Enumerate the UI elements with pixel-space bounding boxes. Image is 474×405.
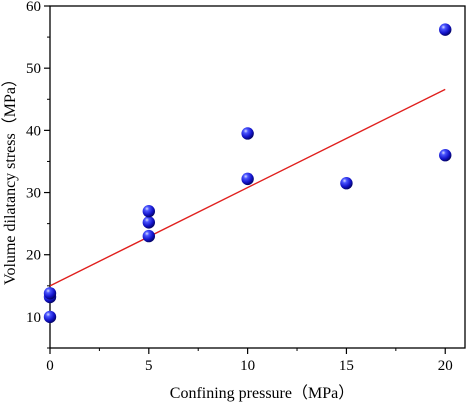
- data-point: [43, 287, 57, 300]
- data-point: [241, 127, 254, 140]
- y-tick-label: 20: [26, 248, 41, 264]
- y-tick-label: 50: [26, 61, 41, 77]
- fit-line: [49, 88, 446, 287]
- data-point: [241, 172, 254, 186]
- data-point: [439, 23, 452, 36]
- x-tick-label: 20: [438, 358, 453, 374]
- x-tick-label: 0: [46, 358, 54, 374]
- y-tick-label: 10: [26, 310, 41, 326]
- data-point: [439, 149, 452, 162]
- y-tick-label: 40: [26, 123, 41, 139]
- x-tick-label: 5: [145, 358, 153, 374]
- x-tick-label: 10: [240, 358, 255, 374]
- y-tick-label: 60: [26, 0, 41, 15]
- y-tick-label: 30: [26, 186, 41, 202]
- data-point: [43, 310, 57, 324]
- y-axis-title: Volume dilatancy stress（MPa）: [1, 71, 19, 285]
- data-point: [142, 216, 156, 229]
- data-point: [340, 177, 353, 190]
- data-point: [142, 205, 156, 218]
- x-axis-title: Confining pressure（MPa）: [170, 384, 354, 402]
- data-point: [142, 229, 156, 243]
- plot-frame: [49, 5, 466, 349]
- x-tick-label: 15: [339, 358, 354, 374]
